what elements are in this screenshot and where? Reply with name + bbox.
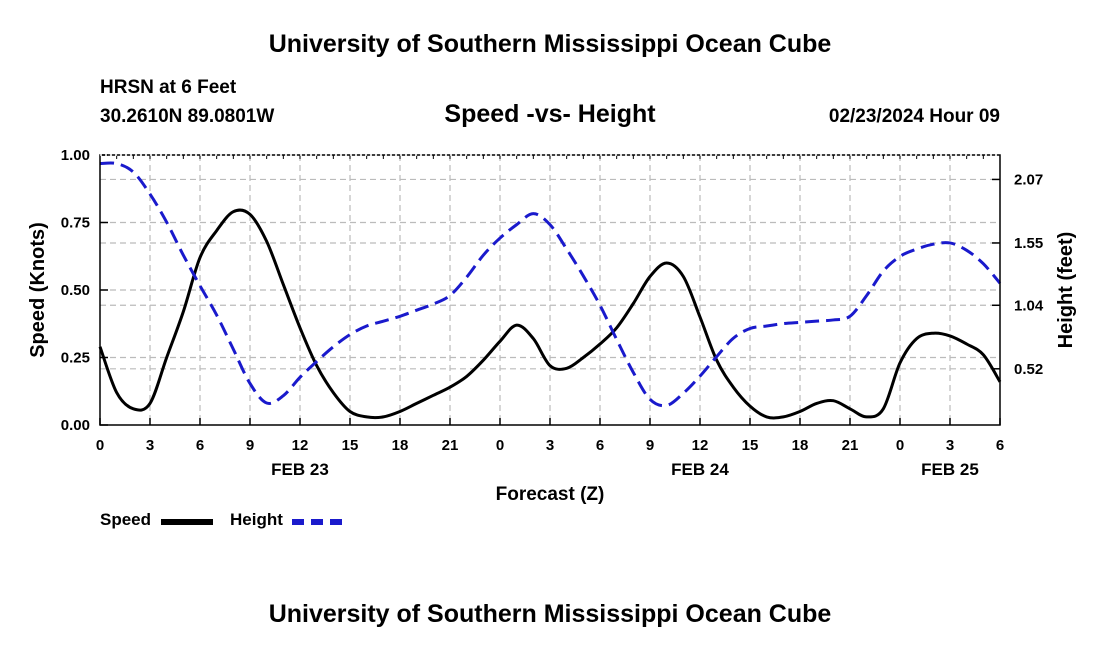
- x-tick-label: 15: [342, 437, 359, 454]
- date-label: FEB 25: [921, 460, 979, 479]
- x-tick-label: 6: [996, 437, 1004, 454]
- x-tick-label: 21: [842, 437, 859, 454]
- x-tick-label: 21: [442, 437, 459, 454]
- x-tick-label: 0: [896, 437, 904, 454]
- y2-tick-label: 1.04: [1014, 297, 1044, 314]
- chart-subtitle: Speed -vs- Height: [444, 100, 656, 128]
- height-series-line: [99, 161, 1002, 408]
- x-tick-label: 12: [292, 437, 309, 454]
- y2-tick-label: 2.07: [1014, 171, 1043, 188]
- y2-tick-label: 0.52: [1014, 361, 1043, 378]
- x-axis-label: Forecast (Z): [496, 484, 605, 505]
- x-tick-label: 9: [246, 437, 254, 454]
- legend-height: Height: [230, 510, 283, 530]
- chart-legend: Speed: [100, 510, 151, 530]
- station-label: HRSN at 6 Feet: [100, 77, 237, 98]
- x-tick-label: 3: [146, 437, 154, 454]
- speed-series-line: [98, 208, 1002, 420]
- forecast-datetime: 02/23/2024 Hour 09: [828, 106, 1000, 127]
- date-label: FEB 24: [671, 460, 729, 479]
- y-axis-label: Speed (Knots): [27, 222, 49, 358]
- legend-height-line: [292, 519, 342, 525]
- chart-series: [98, 161, 1002, 420]
- x-tick-label: 3: [946, 437, 954, 454]
- y2-tick-label: 1.55: [1014, 235, 1043, 252]
- page-title: University of Southern Mississippi Ocean…: [268, 30, 832, 58]
- speed-height-chart: 0 3 6 9 12 15 18 21 0 3 6 9 12 15 18 21 0 3 6 FEB 23 FEB 24 F…: [27, 147, 1077, 505]
- date-label: FEB 23: [271, 460, 329, 479]
- x-tick-label: 9: [646, 437, 654, 454]
- x-tick-label: 3: [546, 437, 554, 454]
- station-coordinates: 30.2610N 89.0801W: [100, 106, 275, 127]
- y2-axis-label: Height (feet): [1055, 232, 1077, 349]
- chart-axes: 0 3 6 9 12 15 18 21 0 3 6 9 12 15 18 21 0 3 6 FEB 23 FEB 24 F…: [61, 147, 1044, 479]
- y-tick-label: 0.75: [61, 215, 90, 232]
- x-tick-label: 6: [596, 437, 604, 454]
- legend-speed-line: [161, 519, 213, 525]
- y-tick-label: 0.50: [61, 282, 90, 299]
- y-tick-label: 0.25: [61, 350, 90, 367]
- x-tick-label: 0: [96, 437, 104, 454]
- legend-height-label: Height: [230, 510, 283, 529]
- x-tick-label: 18: [392, 437, 409, 454]
- y-tick-label: 0.00: [61, 417, 90, 434]
- chart-grid: [100, 155, 1000, 425]
- x-tick-label: 12: [692, 437, 709, 454]
- legend-speed-label: Speed: [100, 510, 152, 529]
- y-tick-label: 1.00: [61, 147, 90, 164]
- x-tick-label: 15: [742, 437, 759, 454]
- x-tick-label: 18: [792, 437, 809, 454]
- x-tick-label: 0: [496, 437, 504, 454]
- x-tick-label: 6: [196, 437, 204, 454]
- footer-title: University of Southern Mississippi Ocean…: [268, 600, 832, 628]
